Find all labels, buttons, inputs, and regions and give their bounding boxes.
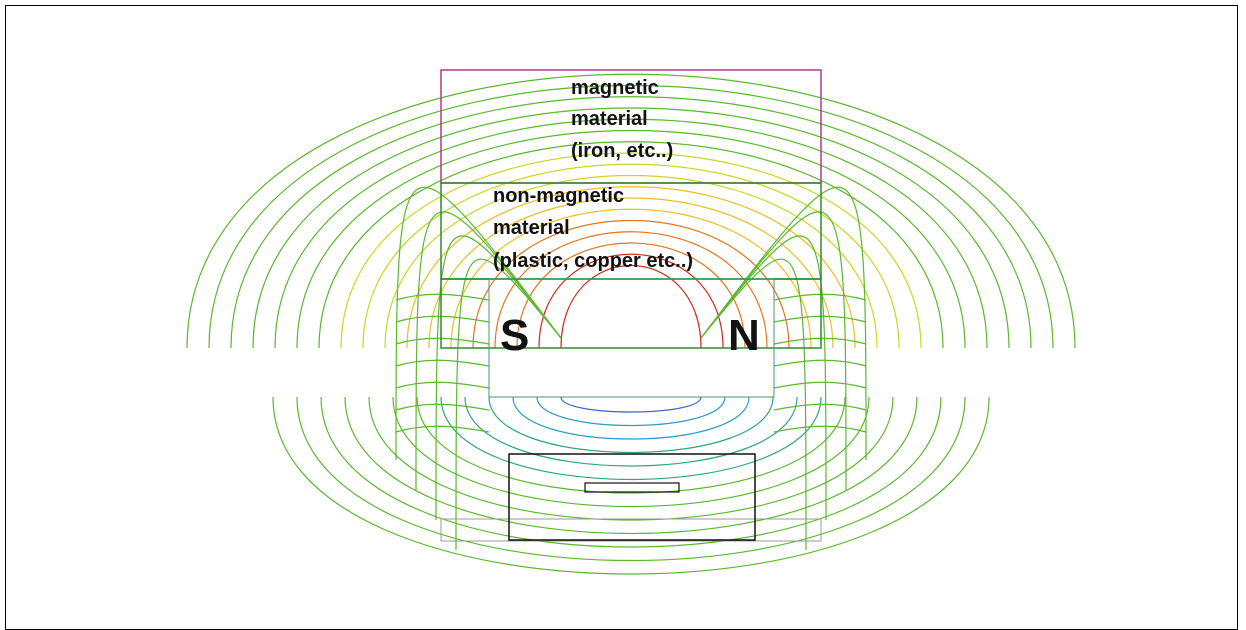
- field-line-lower: [440, 396, 822, 480]
- field-line-outer-right: [700, 186, 867, 461]
- field-line-lower: [512, 396, 750, 440]
- diagram-frame: [5, 5, 1238, 630]
- field-line-lower: [368, 396, 894, 521]
- field-line-upper: [450, 208, 812, 349]
- field-line-side-left: [395, 381, 490, 389]
- field-line-upper: [274, 118, 988, 349]
- field-line-side-right: [773, 425, 867, 433]
- field-line-upper: [472, 219, 790, 349]
- field-line-lower: [272, 396, 990, 575]
- field-line-lower: [296, 396, 966, 562]
- field-line-outer-right: [700, 235, 827, 521]
- field-line-outer-right: [700, 211, 847, 491]
- field-line-lower: [488, 396, 774, 453]
- field-line-upper: [494, 231, 768, 349]
- plastic-label-line-3: (plastic, copper etc..): [493, 250, 693, 272]
- field-line-outer-left: [435, 235, 562, 521]
- field-line-side-left: [395, 403, 490, 411]
- field-line-side-left: [395, 359, 490, 367]
- iron-label-line-2: material: [571, 108, 648, 130]
- field-line-lower: [392, 396, 870, 508]
- field-line-upper: [252, 107, 1010, 349]
- sensor-housing: [508, 453, 756, 541]
- field-line-side-right: [773, 403, 867, 411]
- field-line-outer-right: [700, 258, 807, 551]
- field-line-side-right: [773, 293, 867, 301]
- field-line-upper: [230, 96, 1032, 349]
- field-line-side-right: [773, 381, 867, 389]
- iron-label-line-1: magnetic: [571, 77, 659, 99]
- field-line-lower: [464, 396, 798, 467]
- field-line-upper: [208, 84, 1054, 349]
- field-line-outer-left: [455, 258, 562, 551]
- plastic-label-line-1: non-magnetic: [493, 185, 624, 207]
- field-line-side-right: [773, 359, 867, 367]
- field-contours: [186, 73, 1076, 575]
- field-line-upper: [428, 197, 834, 349]
- field-line-side-left: [395, 293, 490, 301]
- field-line-upper: [384, 175, 878, 349]
- field-line-lower: [416, 396, 846, 494]
- field-line-side-left: [395, 425, 490, 433]
- bottom-plate: [440, 518, 822, 542]
- field-line-lower: [320, 396, 942, 548]
- field-line-upper: [186, 73, 1076, 349]
- field-line-upper: [340, 152, 922, 349]
- field-line-outer-left: [415, 211, 562, 491]
- field-line-outer-left: [395, 186, 562, 461]
- north-pole-label: N: [728, 311, 760, 360]
- field-line-upper: [538, 253, 724, 349]
- field-line-upper: [296, 129, 966, 349]
- south-pole-label: S: [500, 311, 529, 360]
- field-line-lower: [560, 396, 702, 413]
- field-line-side-right: [773, 315, 867, 323]
- magnet-outer-block: [440, 278, 822, 349]
- iron-label-line-3: (iron, etc..): [571, 140, 673, 162]
- field-line-upper: [318, 141, 944, 349]
- field-line-side-left: [395, 315, 490, 323]
- field-line-lower: [344, 396, 918, 534]
- field-line-upper: [406, 186, 856, 349]
- sensor-element: [584, 482, 680, 493]
- field-line-lower: [536, 396, 726, 427]
- field-line-upper: [560, 265, 702, 349]
- field-line-upper: [362, 163, 900, 349]
- magnet-body: [488, 278, 775, 398]
- field-line-side-left: [395, 337, 490, 345]
- field-line-side-right: [773, 337, 867, 345]
- plastic-label-line-2: material: [493, 217, 570, 239]
